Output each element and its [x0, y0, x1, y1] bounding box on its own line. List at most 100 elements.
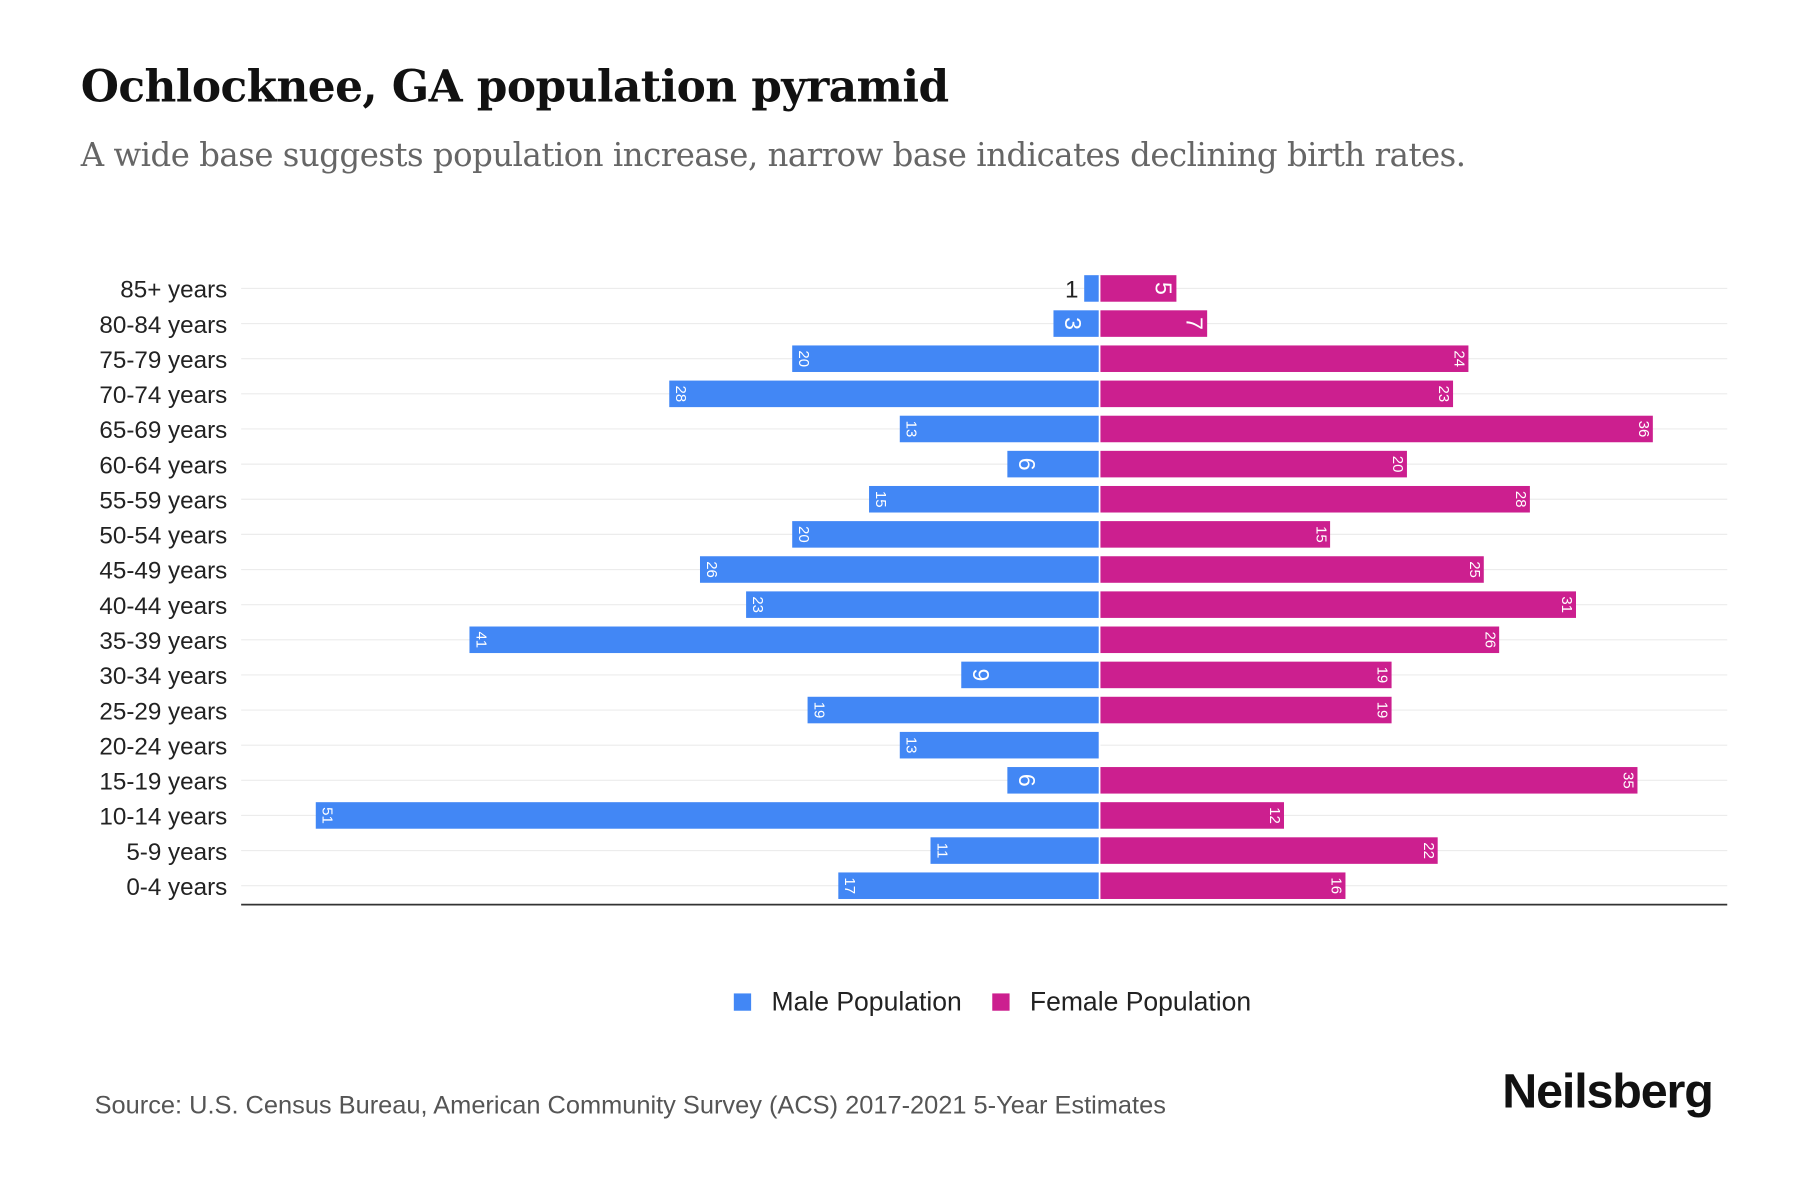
female-bar: [1099, 661, 1392, 689]
male-bar: [746, 591, 1100, 618]
category-label: 70-74 years: [99, 382, 227, 409]
category-label: 20-24 years: [99, 733, 227, 760]
chart-subtitle: A wide base suggests population increase…: [80, 136, 1466, 175]
female-value-label: 7: [1181, 317, 1207, 330]
category-label: 55-59 years: [99, 487, 227, 514]
category-label: 75-79 years: [99, 347, 227, 374]
male-value-label: 20: [795, 350, 812, 367]
male-value-label: 11: [933, 843, 950, 859]
female-value-label: 16: [1328, 877, 1345, 894]
female-value-label: 36: [1635, 421, 1652, 438]
male-bar: [1007, 450, 1100, 478]
legend-swatch-female: [991, 993, 1010, 1011]
category-label: 25-29 years: [99, 698, 227, 725]
female-bar: [1099, 626, 1500, 654]
category-label: 35-39 years: [99, 628, 227, 655]
male-value-label: 6: [1014, 458, 1040, 471]
female-value-label: 5: [1151, 282, 1177, 295]
male-bar: [1007, 767, 1100, 794]
category-label: 45-49 years: [99, 558, 227, 585]
female-value-label: 22: [1420, 842, 1437, 859]
female-bar: [1099, 837, 1438, 864]
category-label: 15-19 years: [99, 769, 227, 796]
male-bar: [1053, 310, 1100, 337]
category-label: 10-14 years: [99, 804, 227, 831]
female-value-label: 28: [1512, 491, 1529, 508]
female-bar: [1099, 310, 1208, 337]
female-bar: [1099, 872, 1346, 899]
male-bar: [807, 696, 1100, 724]
male-bar: [930, 837, 1100, 864]
female-bar: [1099, 415, 1653, 443]
male-bar: [669, 380, 1100, 408]
chart-title: Ochlocknee, GA population pyramid: [80, 59, 949, 112]
category-label: 5-9 years: [126, 839, 227, 866]
male-bar: [899, 731, 1100, 759]
female-value-label: 19: [1374, 667, 1391, 684]
legend-label-male: Male Population: [771, 986, 962, 1017]
female-bar: [1099, 345, 1469, 372]
male-value-label: 3: [1060, 317, 1086, 330]
male-value-label: 13: [903, 421, 920, 438]
male-bar: [838, 872, 1100, 899]
male-bar: [869, 485, 1100, 513]
legend-item-female[interactable]: Female Population: [991, 986, 1252, 1017]
male-value-label: 13: [903, 737, 920, 754]
male-value-label: 51: [319, 807, 336, 824]
male-bar: [792, 521, 1100, 548]
female-bar: [1099, 485, 1530, 513]
female-value-label: 12: [1266, 807, 1283, 824]
category-label: 65-69 years: [99, 417, 227, 444]
female-value-label: 20: [1389, 456, 1406, 473]
category-label: 60-64 years: [99, 452, 227, 479]
female-value-label: 24: [1451, 350, 1468, 367]
male-value-label: 9: [968, 669, 994, 682]
male-value-label: 6: [1014, 774, 1040, 787]
category-label: 85+ years: [120, 277, 227, 304]
female-value-label: 26: [1481, 631, 1498, 648]
female-bar: [1099, 380, 1454, 408]
source-note: Source: U.S. Census Bureau, American Com…: [94, 1090, 1166, 1120]
male-value-label: 41: [472, 631, 489, 648]
female-bar: [1099, 556, 1484, 583]
legend-swatch-male: [733, 993, 751, 1011]
category-label: 80-84 years: [99, 312, 227, 339]
female-value-label: 19: [1374, 702, 1391, 719]
female-value-label: 25: [1466, 561, 1483, 578]
category-label: 0-4 years: [126, 874, 227, 901]
female-bar: [1099, 802, 1284, 829]
male-bar: [1084, 275, 1100, 302]
female-value-label: 23: [1435, 386, 1452, 403]
category-label: 30-34 years: [99, 663, 227, 690]
female-bar: [1099, 767, 1638, 794]
female-bar: [1099, 591, 1576, 618]
category-label: 50-54 years: [99, 523, 227, 550]
female-value-label: 35: [1620, 772, 1637, 789]
male-value-label: 1: [1065, 277, 1078, 304]
legend-label-female: Female Population: [1029, 986, 1252, 1017]
legend-item-male[interactable]: Male Population: [733, 986, 962, 1017]
female-bar: [1099, 696, 1392, 724]
neilsberg-logo: Neilsberg: [1502, 1063, 1714, 1119]
male-bar: [699, 556, 1100, 583]
male-bar: [792, 345, 1100, 372]
male-bar: [961, 661, 1100, 689]
male-value-label: 20: [795, 526, 812, 543]
female-value-label: 31: [1558, 596, 1575, 613]
female-bar: [1099, 521, 1331, 548]
legend: Male Population Female Population: [0, 986, 1800, 1017]
male-bar: [899, 415, 1100, 443]
male-value-label: 15: [872, 491, 889, 508]
male-value-label: 17: [841, 877, 858, 894]
male-value-label: 23: [749, 596, 766, 613]
male-value-label: 28: [672, 386, 689, 403]
male-bar: [315, 802, 1100, 829]
male-value-label: 26: [703, 561, 720, 578]
male-bar: [469, 626, 1100, 654]
category-label: 40-44 years: [99, 593, 227, 620]
female-value-label: 15: [1312, 526, 1329, 543]
female-bar: [1099, 275, 1177, 302]
female-bar: [1099, 450, 1407, 478]
